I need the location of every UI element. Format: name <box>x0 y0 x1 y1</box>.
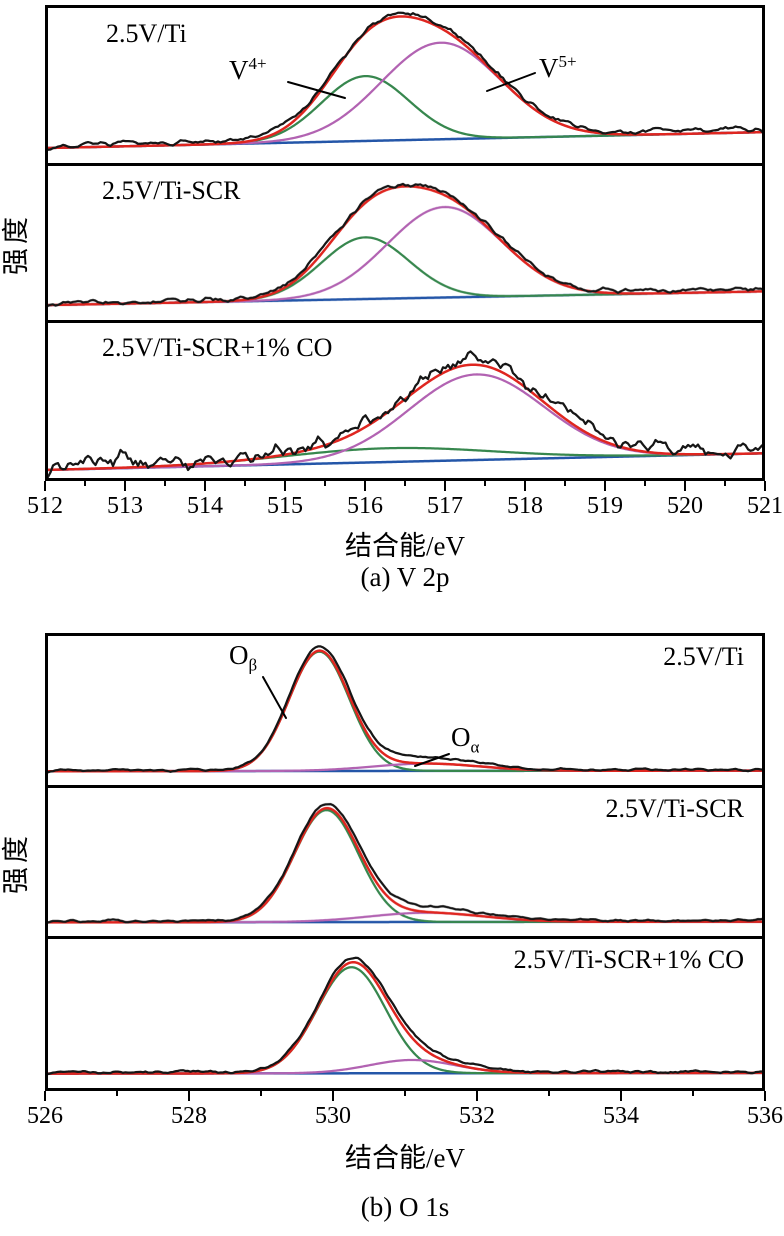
y-axis-label-v2p: 强度 <box>1 213 31 275</box>
spectrum-canvas-v2p-2 <box>48 165 762 321</box>
annotation-o-alpha-text: O <box>451 722 471 752</box>
x-axis-tick-label: 514 <box>186 493 223 519</box>
x-axis-tick <box>764 481 766 491</box>
annotation-o-alpha: Oα <box>451 722 479 757</box>
sample-label: 2.5V/Ti-SCR <box>605 793 745 823</box>
x-axis-tick <box>123 481 126 491</box>
sample-label: 2.5V/Ti <box>663 642 744 671</box>
x-axis-tick <box>363 481 366 491</box>
annotation-o-beta: Oβ <box>229 640 257 675</box>
sample-label: 2.5V/Ti-SCR+1% CO <box>513 945 744 975</box>
x-axis-tick-label: 528 <box>171 1103 207 1129</box>
x-axis-tick <box>604 481 606 491</box>
x-axis-tick-label: 516 <box>346 493 383 519</box>
x-axis-minor-tick <box>692 1091 694 1096</box>
x-axis-title-v2p: 结合能/eV <box>345 531 465 561</box>
annotation-o-beta-leader-line <box>262 676 287 719</box>
x-axis-minor-tick <box>644 481 646 486</box>
spectrum-canvas-v2p-3 <box>48 323 762 479</box>
y-axis-label-o1s: 强度 <box>1 832 31 894</box>
x-axis-minor-tick <box>260 1091 262 1096</box>
annotation-o-alpha-leader-line <box>414 753 450 767</box>
x-axis-minor-tick <box>164 481 166 486</box>
x-axis-v2p: 512 513 514 515 516 517 518 519 520 521 <box>27 481 783 521</box>
annotation-v5plus-leader-line <box>486 72 536 92</box>
x-axis-tick <box>188 1091 190 1101</box>
x-axis-tick <box>284 481 286 491</box>
x-axis-tick-label: 530 <box>315 1103 351 1129</box>
x-axis-tick <box>44 1091 46 1101</box>
subplot-v2p-top: 2.5V/Ti V4+ V5+ <box>48 8 762 163</box>
x-axis-minor-tick <box>484 481 486 486</box>
x-axis-minor-tick <box>244 481 246 486</box>
x-axis-tick-label: 515 <box>267 493 303 519</box>
x-axis-tick <box>444 481 446 491</box>
annotation-v4plus-text: V <box>229 55 249 85</box>
x-axis-tick <box>476 1091 478 1101</box>
subplot-v2p-bottom: 2.5V/Ti-SCR+1% CO <box>48 320 762 479</box>
x-axis-minor-tick <box>324 481 326 486</box>
x-axis-tick-label: 521 <box>747 493 783 519</box>
figure-caption-o1s: (b) O 1s <box>360 1192 450 1222</box>
x-axis-tick <box>524 481 526 491</box>
annotation-o-beta-text: O <box>229 640 249 670</box>
x-axis-minor-tick <box>724 481 726 486</box>
x-axis-tick-label: 519 <box>587 493 623 519</box>
annotation-o-alpha-sub: α <box>470 737 480 757</box>
plot-area-o1s: 2.5V/Ti Oβ Oα 2.5V/Ti-SCR 2.5V/Ti-SCR+1%… <box>45 633 765 1091</box>
x-axis-tick-label: 518 <box>507 493 543 519</box>
subplot-o1s-middle: 2.5V/Ti-SCR <box>48 784 762 937</box>
x-axis-o1s: 526 528 530 532 534 536 <box>27 1091 783 1131</box>
x-axis-minor-tick <box>548 1091 550 1096</box>
x-axis-tick <box>44 481 46 491</box>
sample-label: 2.5V/Ti-SCR <box>102 175 241 205</box>
x-axis-tick <box>620 1091 622 1101</box>
subplot-v2p-middle: 2.5V/Ti-SCR <box>48 162 762 321</box>
spectrum-canvas-v2p-1 <box>48 8 762 163</box>
x-axis-title-o1s: 结合能/eV <box>345 1143 465 1173</box>
x-axis-tick <box>764 1091 766 1101</box>
spectrum-canvas-o1s-1 <box>48 636 762 785</box>
sample-label: 2.5V/Ti <box>106 19 187 48</box>
x-axis-minor-tick <box>116 1091 118 1096</box>
x-axis-tick <box>332 1091 334 1101</box>
x-axis-minor-tick <box>564 481 566 486</box>
annotation-v5plus-sup: 5+ <box>558 52 577 71</box>
annotation-o-beta-sub: β <box>248 655 258 675</box>
x-axis-tick-label: 520 <box>666 493 703 519</box>
x-axis-tick <box>203 481 206 491</box>
x-axis-minor-tick <box>404 481 406 486</box>
x-axis-tick-label: 536 <box>747 1103 783 1129</box>
annotation-v4plus-sup: 4+ <box>248 54 267 73</box>
annotation-v4plus: V4+ <box>229 54 267 86</box>
x-axis-minor-tick <box>404 1091 406 1096</box>
figure-caption-v2p: (a) V 2p <box>360 562 450 592</box>
annotation-v5plus: V5+ <box>539 52 577 84</box>
subplot-o1s-top: 2.5V/Ti Oβ Oα <box>48 636 762 785</box>
x-axis-tick-label: 517 <box>427 493 463 519</box>
annotation-v5plus-text: V <box>539 53 559 83</box>
spectrum-canvas-o1s-2 <box>48 787 762 937</box>
x-axis-tick-label: 526 <box>27 1103 63 1129</box>
x-axis-tick-label: 512 <box>27 493 63 519</box>
x-axis-tick-label: 532 <box>459 1103 495 1129</box>
x-axis-tick-label: 513 <box>106 493 143 519</box>
subplot-o1s-bottom: 2.5V/Ti-SCR+1% CO <box>48 936 762 1089</box>
plot-area-v2p: 2.5V/Ti V4+ V5+ 2.5V/Ti-SCR 2.5V/Ti-SCR+… <box>45 5 765 481</box>
sample-label: 2.5V/Ti-SCR+1% CO <box>102 333 333 363</box>
x-axis-minor-tick <box>83 481 86 486</box>
x-axis-tick <box>683 481 686 491</box>
x-axis-tick-label: 534 <box>603 1103 639 1129</box>
spectrum-canvas-o1s-3 <box>48 939 762 1089</box>
annotation-v4plus-leader-line <box>287 81 346 99</box>
